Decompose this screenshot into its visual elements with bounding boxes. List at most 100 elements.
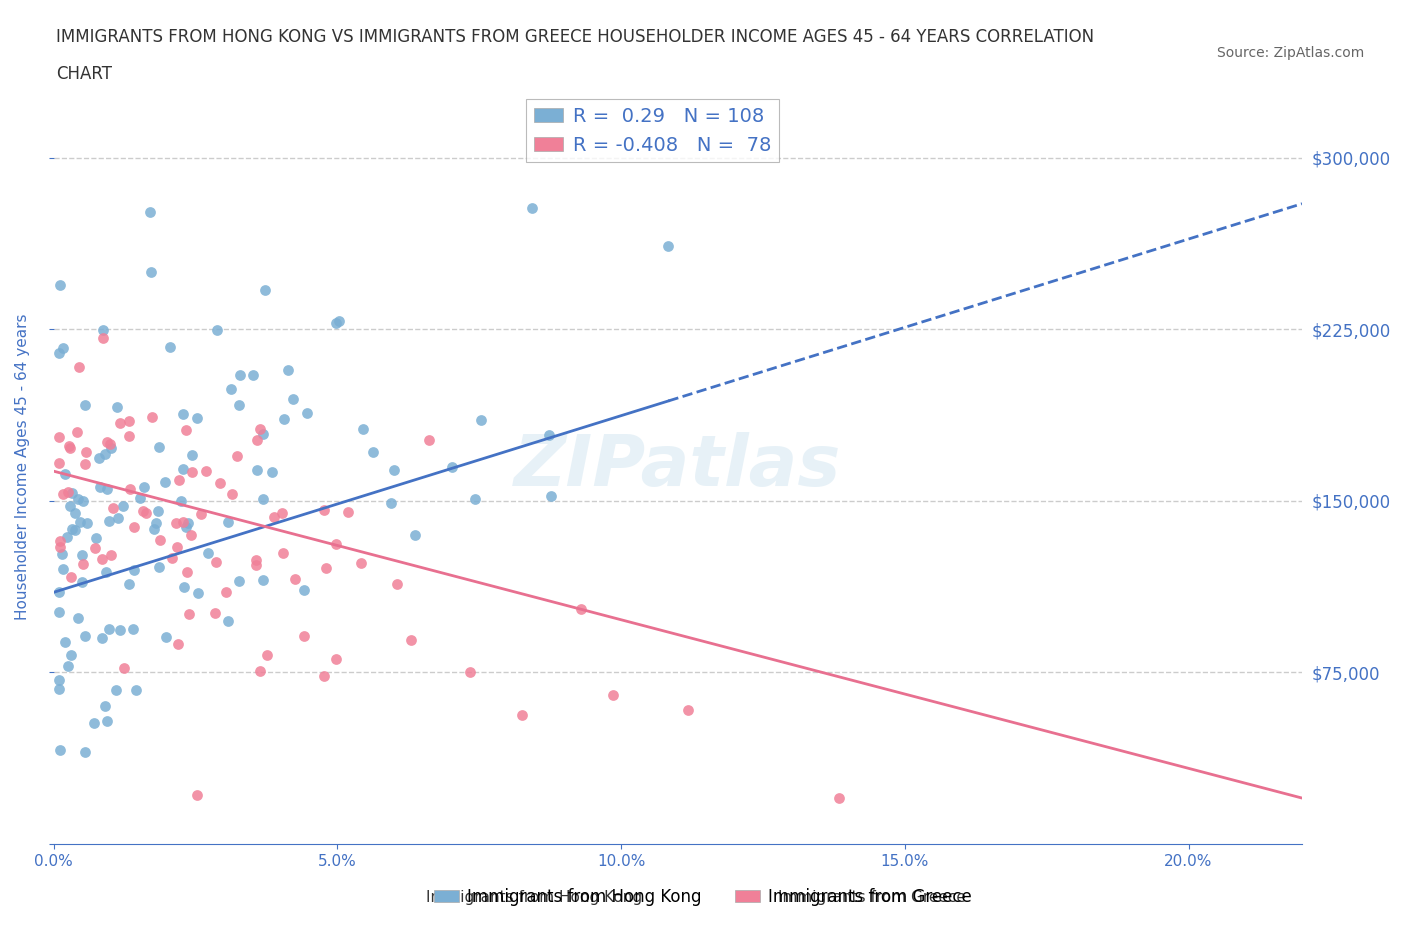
Point <box>180 527 202 542</box>
Point <box>118 414 141 429</box>
Point <box>51 547 73 562</box>
Point <box>134 479 156 494</box>
Point <box>270 505 292 520</box>
Point <box>252 491 274 506</box>
Point <box>105 683 128 698</box>
Point <box>125 683 148 698</box>
Point <box>170 494 193 509</box>
Point <box>63 523 86 538</box>
Point <box>295 405 318 420</box>
Point <box>72 494 94 509</box>
Point <box>105 399 128 414</box>
Point <box>67 360 90 375</box>
Point <box>208 476 231 491</box>
Point <box>217 614 239 629</box>
Point <box>59 440 82 455</box>
Point <box>96 482 118 497</box>
Point <box>350 555 373 570</box>
Text: IMMIGRANTS FROM HONG KONG VS IMMIGRANTS FROM GREECE HOUSEHOLDER INCOME AGES 45 -: IMMIGRANTS FROM HONG KONG VS IMMIGRANTS … <box>56 28 1094 46</box>
Point <box>48 346 70 361</box>
Point <box>292 582 315 597</box>
Point <box>540 489 562 504</box>
Point <box>100 441 122 456</box>
Point <box>59 499 82 514</box>
Point <box>66 611 89 626</box>
Point <box>108 622 131 637</box>
Point <box>48 430 70 445</box>
Point <box>380 496 402 511</box>
Point <box>153 474 176 489</box>
Point <box>284 572 307 587</box>
Point <box>84 540 107 555</box>
Point <box>273 411 295 426</box>
Point <box>205 554 228 569</box>
Point <box>569 602 592 617</box>
Point <box>219 382 242 397</box>
Point <box>73 398 96 413</box>
Point <box>217 515 239 530</box>
Point <box>166 539 188 554</box>
Point <box>292 629 315 644</box>
Point <box>75 445 97 459</box>
Point <box>657 238 679 253</box>
Point <box>91 551 114 566</box>
Point <box>165 516 187 531</box>
Point <box>58 659 80 674</box>
Point <box>48 604 70 619</box>
Point <box>48 682 70 697</box>
Point <box>382 462 405 477</box>
Point <box>72 575 94 590</box>
Point <box>160 551 183 566</box>
Point <box>827 790 849 805</box>
Text: Immigrants from Hong Kong: Immigrants from Hong Kong <box>426 890 643 905</box>
Point <box>118 482 141 497</box>
Point <box>121 622 143 637</box>
Point <box>325 537 347 551</box>
Point <box>69 514 91 529</box>
Point <box>63 506 86 521</box>
Point <box>215 585 238 600</box>
Point <box>112 661 135 676</box>
Point <box>91 323 114 338</box>
Point <box>186 411 208 426</box>
Point <box>228 574 250 589</box>
Point <box>60 647 83 662</box>
Point <box>167 636 190 651</box>
Point <box>135 506 157 521</box>
Point <box>75 457 97 472</box>
Point <box>204 605 226 620</box>
Point <box>52 486 75 501</box>
Point <box>96 713 118 728</box>
Point <box>440 459 463 474</box>
Point <box>205 323 228 338</box>
Point <box>122 563 145 578</box>
Text: ZIPatlas: ZIPatlas <box>515 432 842 501</box>
Point <box>60 522 83 537</box>
Point <box>245 552 267 567</box>
Point <box>404 528 426 543</box>
Point <box>172 406 194 421</box>
Point <box>52 562 75 577</box>
Point <box>283 392 305 406</box>
Point <box>49 539 72 554</box>
Point <box>117 428 139 443</box>
Point <box>60 486 83 501</box>
Point <box>70 548 93 563</box>
Point <box>352 421 374 436</box>
Point <box>76 516 98 531</box>
Point <box>315 561 337 576</box>
Point <box>510 707 533 722</box>
Legend: Immigrants from Hong Kong, Immigrants from Greece: Immigrants from Hong Kong, Immigrants fr… <box>427 881 979 912</box>
Point <box>100 548 122 563</box>
Legend: R =  0.29   N = 108, R = -0.408   N =  78: R = 0.29 N = 108, R = -0.408 N = 78 <box>526 100 779 163</box>
Point <box>66 424 89 439</box>
Point <box>49 742 72 757</box>
Point <box>312 503 335 518</box>
Point <box>98 514 121 529</box>
Point <box>141 409 163 424</box>
Point <box>174 422 197 437</box>
Point <box>75 745 97 760</box>
Point <box>245 558 267 573</box>
Point <box>602 687 624 702</box>
Point <box>49 534 72 549</box>
